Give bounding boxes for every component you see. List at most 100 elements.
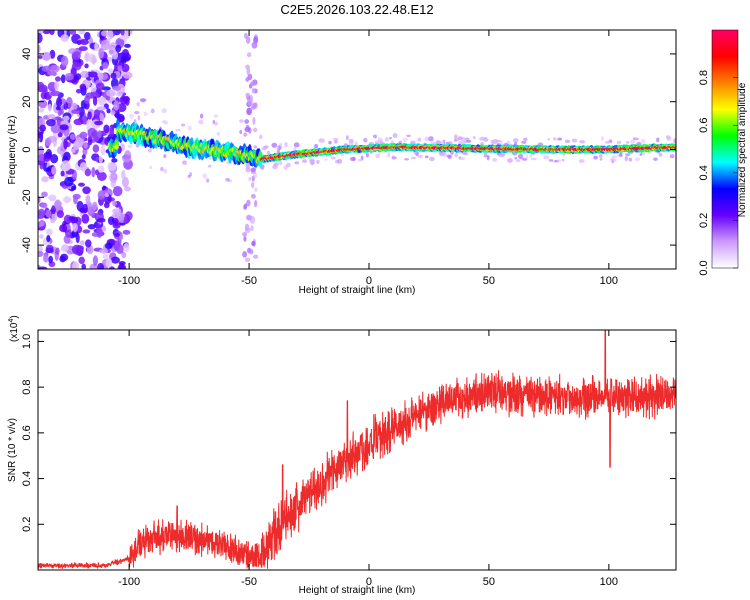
top-x-tick-label: -50: [241, 275, 257, 287]
bottom-x-tick-label: 50: [483, 576, 495, 588]
noise-blob: [619, 152, 623, 157]
bottom-x-tick-label: 100: [600, 576, 618, 588]
noise-blob: [44, 137, 52, 147]
noise-blob: [78, 46, 88, 52]
noise-blob: [410, 156, 417, 160]
colorbar-tick-label: 0.2: [698, 213, 710, 228]
noise-blob: [117, 65, 123, 72]
noise-blob: [115, 44, 122, 53]
noise-blob: [163, 120, 169, 125]
noise-blob: [71, 185, 77, 191]
noise-blob: [247, 73, 253, 81]
noise-blob: [78, 245, 85, 251]
noise-blob: [244, 119, 250, 124]
noise-blob: [251, 41, 258, 49]
noise-blob: [84, 80, 91, 88]
colorbar-tick-label: 0.6: [698, 118, 710, 133]
noise-blob: [102, 253, 109, 259]
noise-blob: [656, 137, 660, 143]
colorbar-label: Normalized spectral amplitude: [737, 82, 748, 217]
noise-blob: [110, 256, 120, 264]
noise-blob: [546, 155, 550, 160]
noise-blob: [387, 152, 391, 158]
noise-blob: [79, 83, 87, 91]
noise-blob: [55, 247, 60, 255]
noise-blob: [507, 158, 513, 163]
noise-blob: [202, 173, 208, 179]
y-multiplier-close: ): [9, 315, 20, 318]
noise-blob: [114, 232, 120, 237]
noise-blob: [54, 76, 62, 82]
colorbar-tick-label: 0.4: [698, 165, 710, 180]
chart-title: C2E5.2026.103.22.48.E12: [280, 2, 433, 17]
noise-blob: [375, 154, 380, 158]
noise-blob: [98, 165, 105, 173]
noise-blob: [525, 155, 529, 158]
noise-blob: [189, 172, 192, 177]
noise-blob: [79, 240, 85, 246]
noise-blob: [454, 152, 459, 158]
noise-blob: [543, 155, 548, 160]
noise-blob: [110, 110, 116, 116]
noise-blob: [38, 32, 43, 44]
noise-blob: [94, 169, 100, 176]
noise-blob: [139, 98, 146, 103]
noise-blob: [486, 155, 490, 161]
noise-blob: [82, 203, 88, 214]
noise-blob: [124, 95, 130, 106]
noise-blob: [105, 258, 113, 268]
noise-blob: [81, 263, 87, 269]
spectrogram-panel: -100 -50 0 50 100 -40 -20 0 20 40 Height of stra…: [7, 29, 677, 296]
noise-blob: [213, 114, 219, 118]
noise-blob: [85, 239, 92, 248]
noise-blob: [97, 190, 106, 200]
noise-blob: [253, 254, 259, 259]
noise-blob: [250, 225, 254, 232]
noise-blob: [500, 139, 503, 146]
noise-blob: [639, 153, 643, 156]
noise-blob: [82, 148, 88, 156]
snr-series-line: [38, 330, 676, 570]
noise-blob: [91, 201, 98, 211]
noise-blob: [38, 44, 41, 54]
noise-blob: [377, 137, 383, 142]
noise-blob: [71, 51, 81, 61]
noise-blob: [41, 191, 48, 198]
noise-blob: [93, 109, 101, 118]
noise-blob: [284, 142, 288, 148]
bottom-x-tick-label: -100: [118, 576, 140, 588]
noise-blob: [244, 203, 248, 210]
noise-blob: [244, 223, 250, 231]
noise-blob: [459, 156, 466, 161]
noise-blob: [62, 115, 70, 121]
noise-blob: [246, 107, 253, 116]
noise-blob: [38, 107, 45, 113]
noise-blob: [246, 52, 252, 58]
noise-blob: [245, 214, 252, 221]
noise-blob: [79, 70, 90, 79]
noise-blob: [46, 234, 51, 243]
noise-blob: [39, 162, 44, 170]
noise-blob: [302, 159, 307, 163]
noise-blob: [348, 140, 354, 146]
noise-blob: [245, 161, 250, 170]
noise-blob: [578, 159, 585, 163]
noise-blob: [50, 90, 61, 97]
colorbar-tick-label: 0.8: [698, 70, 710, 85]
noise-blob: [38, 54, 43, 60]
noise-blob: [49, 30, 55, 35]
noise-blob: [384, 137, 389, 142]
noise-blob: [110, 72, 117, 79]
noise-blob: [244, 126, 251, 132]
noise-blob: [604, 140, 611, 144]
top-xlabel: Height of straight line (km): [299, 285, 416, 296]
noise-blob: [136, 101, 141, 107]
noise-blob: [64, 176, 74, 187]
noise-blob: [332, 137, 339, 141]
noise-blob: [454, 135, 457, 139]
snr-frame: [37, 329, 677, 571]
noise-blob: [57, 132, 63, 138]
noise-blob: [38, 266, 48, 269]
noise-blob: [250, 167, 256, 173]
noise-blob: [529, 154, 533, 159]
